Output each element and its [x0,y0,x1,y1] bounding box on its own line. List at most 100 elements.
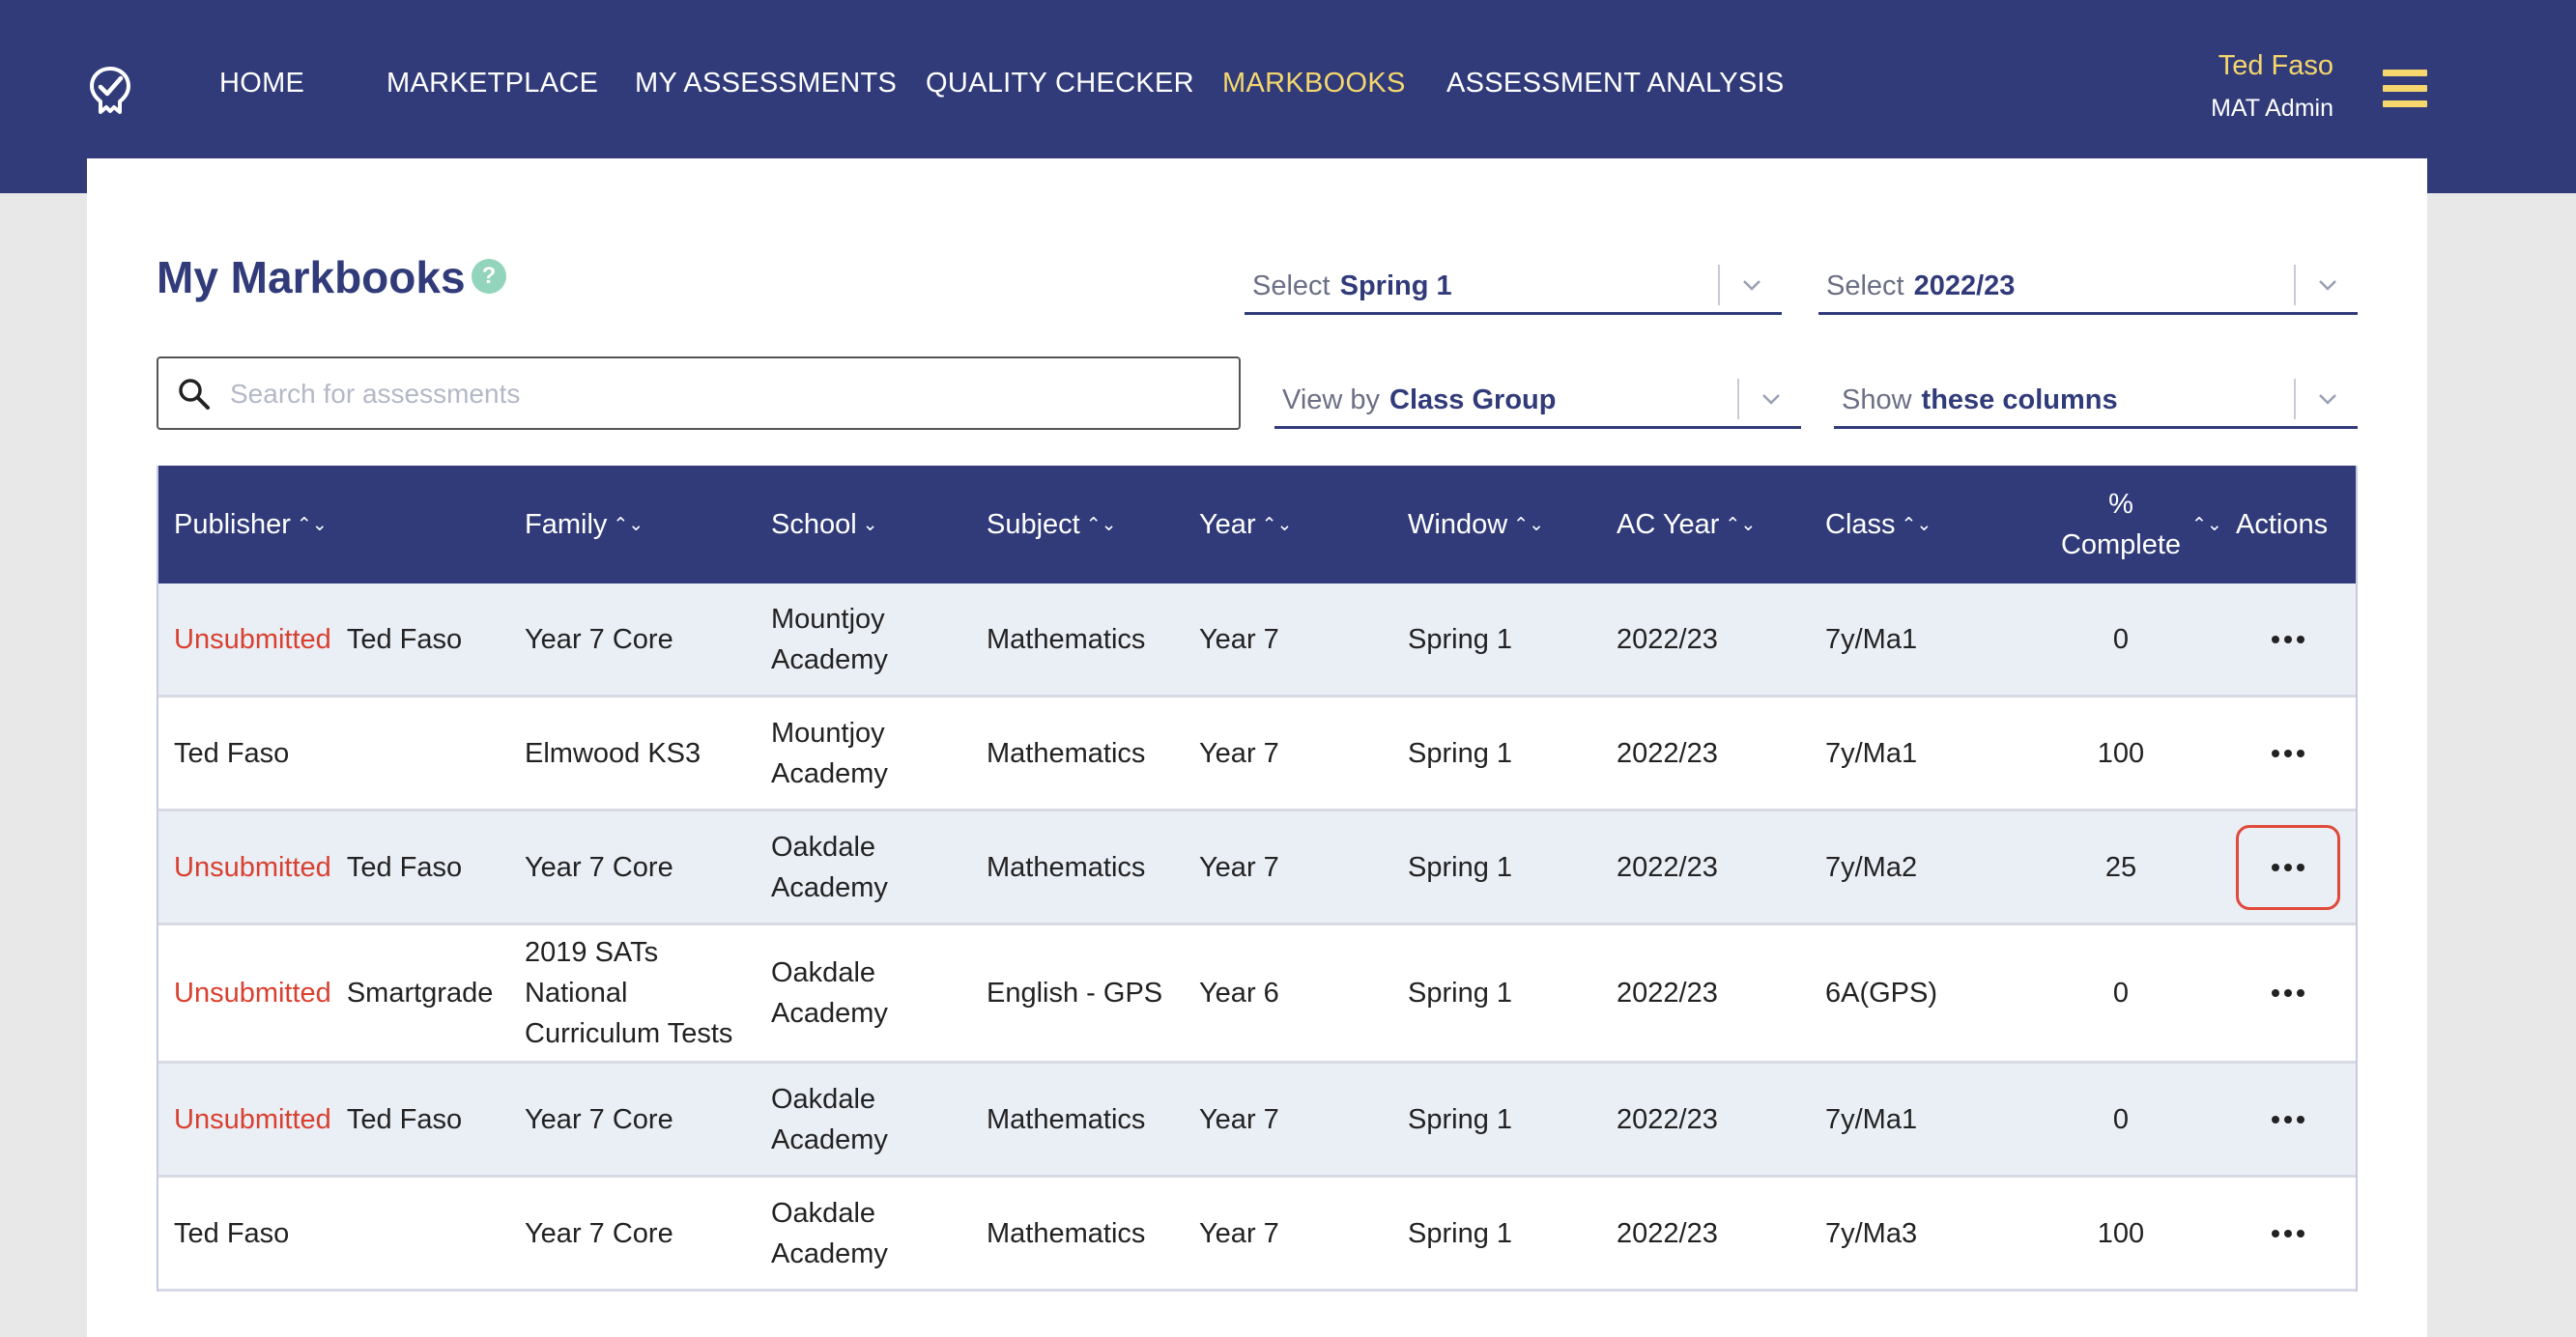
more-options-icon [2272,635,2304,643]
column-header-publisher[interactable]: Publisher ⌃⌄ [174,508,328,540]
publisher-name: Ted Faso [174,737,290,769]
column-header-class[interactable]: Class ⌃⌄ [1825,508,1932,540]
row-actions-button[interactable] [2236,597,2340,682]
school-line: Mountjoy [771,717,885,749]
publisher-cell: Ted Faso [174,697,289,809]
user-name[interactable]: Ted Faso [2218,50,2333,81]
show-columns-select[interactable]: Show these columns [1834,369,2358,429]
window-cell: Spring 1 [1408,851,1513,883]
school-cell: Oakdale Academy [771,1178,888,1289]
school-line: Academy [771,871,888,903]
family-cell: Year 7 Core [525,1178,673,1289]
school-line: Academy [771,1237,888,1269]
unsubmitted-badge: Unsubmitted [174,1103,331,1135]
sort-icon: ⌃⌄ [2191,514,2222,535]
subject-cell: Mathematics [987,623,1146,655]
publisher-cell: Unsubmitted Ted Faso [174,1064,462,1175]
class-cell: 7y/Ma2 [1825,851,1918,883]
complete-cell: 100 [2097,737,2145,769]
class-cell: 7y/Ma1 [1825,623,1918,655]
ac-year-cell: 2022/23 [1617,851,1718,883]
school-cell: Oakdale Academy [771,811,888,923]
school-line: Academy [771,998,888,1029]
row-actions-button[interactable] [2236,711,2340,796]
nav-assessment-analysis[interactable]: ASSESSMENT ANALYSIS [1446,68,1785,99]
unsubmitted-badge: Unsubmitted [174,851,331,883]
column-header-complete-sort[interactable]: ⌃⌄ [2186,466,2222,583]
class-cell: 7y/Ma3 [1825,1217,1918,1249]
class-cell: 7y/Ma1 [1825,737,1918,769]
column-header-year[interactable]: Year ⌃⌄ [1199,508,1293,540]
year-cell: Year 7 [1199,851,1279,883]
family-line: Year 7 Core [525,1217,673,1249]
row-actions-button[interactable] [2236,1077,2340,1162]
class-cell: 6A(GPS) [1825,978,1938,1009]
nav-home[interactable]: HOME [219,68,305,99]
family-line: Curriculum Tests [525,1018,733,1049]
year-cell: Year 7 [1199,1217,1279,1249]
nav-markbooks[interactable]: MARKBOOKS [1222,68,1406,99]
publisher-cell: Unsubmitted Smartgrade [174,925,493,1061]
table-row[interactable]: Unsubmitted Ted Faso Year 7 Core Mountjoy Ac… [158,583,2356,697]
ac-year-cell: 2022/23 [1617,1217,1718,1249]
complete-cell: 25 [2104,851,2137,883]
column-header-ac-year[interactable]: AC Year ⌃⌄ [1617,508,1757,540]
subject-cell: English - GPS [987,978,1163,1009]
year-cell: Year 7 [1199,737,1279,769]
column-header-family[interactable]: Family ⌃⌄ [525,508,644,540]
checkmark-badge-icon[interactable] [85,64,135,116]
nav-my-assessments[interactable]: MY ASSESSMENTS [635,68,898,99]
more-options-icon [2272,749,2304,757]
publisher-cell: Unsubmitted Ted Faso [174,811,462,923]
help-icon[interactable]: ? [472,259,506,294]
search-icon [179,379,210,410]
ac-year-cell: 2022/23 [1617,737,1718,769]
row-actions-button[interactable] [2236,1191,2340,1276]
column-header-subject[interactable]: Subject ⌃⌄ [987,508,1117,540]
unsubmitted-badge: Unsubmitted [174,978,331,1009]
column-header-complete[interactable]: % Complete [2060,489,2182,560]
window-cell: Spring 1 [1408,737,1513,769]
more-options-icon [2272,1229,2304,1237]
markbooks-table: Publisher ⌃⌄ Family ⌃⌄ School ⌄ Subject ⌃⌄ Y… [157,466,2358,1292]
school-cell: Mountjoy Academy [771,697,888,809]
column-header-window[interactable]: Window ⌃⌄ [1408,508,1544,540]
publisher-name: Ted Faso [174,1217,290,1249]
table-row[interactable]: Unsubmitted Ted Faso Year 7 Core Oakdale Aca… [158,811,2356,925]
family-line: Year 7 Core [525,1103,673,1135]
user-role: MAT Admin [2211,95,2333,122]
row-actions-button[interactable] [2236,824,2340,910]
nav-quality-checker[interactable]: QUALITY CHECKER [926,68,1194,99]
table-row[interactable]: Unsubmitted Smartgrade 2019 SATs National Cu… [158,925,2356,1064]
academic-year-select[interactable]: Select 2022/23 [1818,255,2358,315]
column-header-school[interactable]: School ⌄ [771,508,878,540]
family-cell: Year 7 Core [525,811,673,923]
school-cell: Mountjoy Academy [771,583,888,695]
nav-marketplace[interactable]: MARKETPLACE [386,68,599,99]
row-actions-button[interactable] [2236,951,2340,1036]
family-line: National [525,978,628,1009]
school-line: Oakdale [771,957,876,988]
publisher-cell: Ted Faso [174,1178,289,1289]
family-line: Year 7 Core [525,851,673,883]
search-box [157,356,1241,430]
table-row[interactable]: Ted Faso Year 7 Core Oakdale Academy Mathema… [158,1178,2356,1292]
school-line: Mountjoy [771,603,885,635]
view-by-select[interactable]: View by Class Group [1274,369,1801,429]
hamburger-icon[interactable] [2383,70,2427,108]
family-line: Elmwood KS3 [525,737,701,769]
school-line: Oakdale [771,1197,876,1229]
table-row[interactable]: Unsubmitted Ted Faso Year 7 Core Oakdale Aca… [158,1064,2356,1178]
chevron-down-icon [2319,394,2336,405]
ac-year-cell: 2022/23 [1617,623,1718,655]
search-input[interactable] [230,368,1216,420]
sort-icon: ⌃⌄ [296,514,328,535]
more-options-icon [2272,1115,2304,1124]
table-row[interactable]: Ted Faso Elmwood KS3 Mountjoy Academy Mathem… [158,697,2356,811]
term-select[interactable]: Select Spring 1 [1245,255,1782,315]
window-cell: Spring 1 [1408,623,1513,655]
complete-cell: 0 [2112,1103,2130,1135]
complete-cell: 100 [2097,1217,2145,1249]
sort-icon: ⌃⌄ [1261,514,1293,535]
more-options-icon [2272,863,2304,871]
